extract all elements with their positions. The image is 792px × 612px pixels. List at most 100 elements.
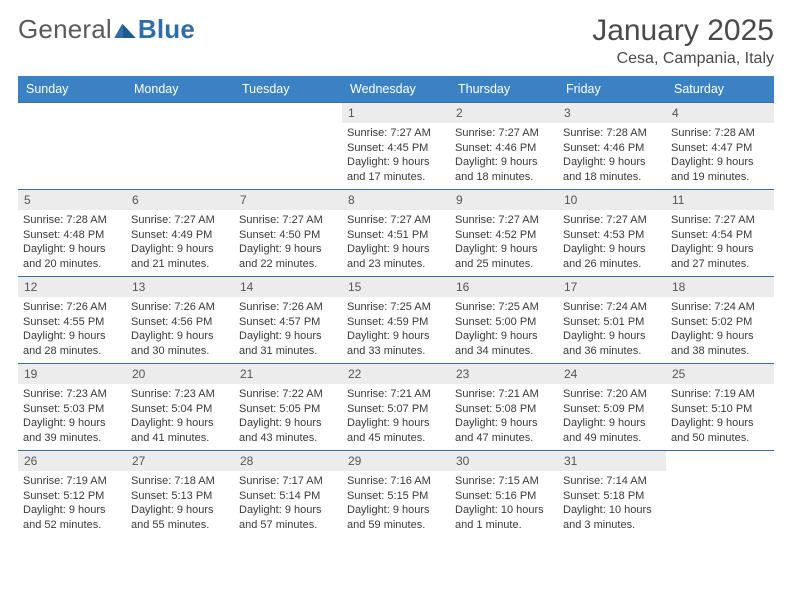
day-number: 18 — [666, 277, 774, 297]
daylight-line: Daylight: 9 hours and 45 minutes. — [347, 416, 445, 445]
daylight-line: Daylight: 9 hours and 25 minutes. — [455, 242, 553, 271]
sunrise-line: Sunrise: 7:19 AM — [23, 474, 121, 489]
sunrise-line: Sunrise: 7:24 AM — [563, 300, 661, 315]
day-details: Sunrise: 7:26 AMSunset: 4:57 PMDaylight:… — [234, 297, 342, 363]
sunset-line: Sunset: 5:03 PM — [23, 402, 121, 417]
day-number: 11 — [666, 190, 774, 210]
daylight-line: Daylight: 10 hours and 1 minute. — [455, 503, 553, 532]
sunrise-line: Sunrise: 7:25 AM — [455, 300, 553, 315]
daylight-line: Daylight: 10 hours and 3 minutes. — [563, 503, 661, 532]
sunrise-line: Sunrise: 7:21 AM — [347, 387, 445, 402]
weekday-thursday: Thursday — [450, 76, 558, 102]
day-number: 8 — [342, 190, 450, 210]
sunrise-line: Sunrise: 7:20 AM — [563, 387, 661, 402]
calendar-cell: 9Sunrise: 7:27 AMSunset: 4:52 PMDaylight… — [450, 189, 558, 276]
daylight-line: Daylight: 9 hours and 28 minutes. — [23, 329, 121, 358]
day-details: Sunrise: 7:17 AMSunset: 5:14 PMDaylight:… — [234, 471, 342, 537]
weekday-friday: Friday — [558, 76, 666, 102]
calendar-cell: 13Sunrise: 7:26 AMSunset: 4:56 PMDayligh… — [126, 276, 234, 363]
sunrise-line: Sunrise: 7:23 AM — [131, 387, 229, 402]
sunset-line: Sunset: 4:46 PM — [455, 141, 553, 156]
sunrise-line: Sunrise: 7:24 AM — [671, 300, 769, 315]
calendar-grid: ...1Sunrise: 7:27 AMSunset: 4:45 PMDayli… — [18, 102, 774, 537]
daylight-line: Daylight: 9 hours and 33 minutes. — [347, 329, 445, 358]
daylight-line: Daylight: 9 hours and 38 minutes. — [671, 329, 769, 358]
daylight-line: Daylight: 9 hours and 39 minutes. — [23, 416, 121, 445]
day-details: Sunrise: 7:24 AMSunset: 5:02 PMDaylight:… — [666, 297, 774, 363]
sunrise-line: Sunrise: 7:28 AM — [23, 213, 121, 228]
day-details: Sunrise: 7:28 AMSunset: 4:46 PMDaylight:… — [558, 123, 666, 189]
sunrise-line: Sunrise: 7:14 AM — [563, 474, 661, 489]
calendar-cell: 2Sunrise: 7:27 AMSunset: 4:46 PMDaylight… — [450, 102, 558, 189]
daylight-line: Daylight: 9 hours and 36 minutes. — [563, 329, 661, 358]
calendar-cell: . — [234, 102, 342, 189]
daylight-line: Daylight: 9 hours and 41 minutes. — [131, 416, 229, 445]
weekday-monday: Monday — [126, 76, 234, 102]
day-number: 10 — [558, 190, 666, 210]
sunset-line: Sunset: 4:49 PM — [131, 228, 229, 243]
day-details: Sunrise: 7:20 AMSunset: 5:09 PMDaylight:… — [558, 384, 666, 450]
calendar-cell: 1Sunrise: 7:27 AMSunset: 4:45 PMDaylight… — [342, 102, 450, 189]
calendar-cell: 16Sunrise: 7:25 AMSunset: 5:00 PMDayligh… — [450, 276, 558, 363]
calendar-cell: 20Sunrise: 7:23 AMSunset: 5:04 PMDayligh… — [126, 363, 234, 450]
daylight-line: Daylight: 9 hours and 59 minutes. — [347, 503, 445, 532]
day-details: Sunrise: 7:28 AMSunset: 4:48 PMDaylight:… — [18, 210, 126, 276]
calendar-cell: 25Sunrise: 7:19 AMSunset: 5:10 PMDayligh… — [666, 363, 774, 450]
sunset-line: Sunset: 4:56 PM — [131, 315, 229, 330]
calendar: SundayMondayTuesdayWednesdayThursdayFrid… — [18, 76, 774, 537]
daylight-line: Daylight: 9 hours and 18 minutes. — [455, 155, 553, 184]
weekday-header: SundayMondayTuesdayWednesdayThursdayFrid… — [18, 76, 774, 102]
sunset-line: Sunset: 5:08 PM — [455, 402, 553, 417]
sunrise-line: Sunrise: 7:27 AM — [455, 213, 553, 228]
day-details: Sunrise: 7:27 AMSunset: 4:54 PMDaylight:… — [666, 210, 774, 276]
day-number: 28 — [234, 451, 342, 471]
day-number: 21 — [234, 364, 342, 384]
calendar-cell: 26Sunrise: 7:19 AMSunset: 5:12 PMDayligh… — [18, 450, 126, 537]
calendar-cell: 22Sunrise: 7:21 AMSunset: 5:07 PMDayligh… — [342, 363, 450, 450]
weekday-tuesday: Tuesday — [234, 76, 342, 102]
day-number: 2 — [450, 103, 558, 123]
day-number: 3 — [558, 103, 666, 123]
day-number: 17 — [558, 277, 666, 297]
sunrise-line: Sunrise: 7:27 AM — [131, 213, 229, 228]
day-details: Sunrise: 7:21 AMSunset: 5:07 PMDaylight:… — [342, 384, 450, 450]
sunrise-line: Sunrise: 7:27 AM — [347, 213, 445, 228]
day-details: Sunrise: 7:25 AMSunset: 5:00 PMDaylight:… — [450, 297, 558, 363]
calendar-cell: 18Sunrise: 7:24 AMSunset: 5:02 PMDayligh… — [666, 276, 774, 363]
brand-part1: General — [18, 14, 112, 45]
day-number: 14 — [234, 277, 342, 297]
weekday-wednesday: Wednesday — [342, 76, 450, 102]
sunrise-line: Sunrise: 7:26 AM — [239, 300, 337, 315]
daylight-line: Daylight: 9 hours and 47 minutes. — [455, 416, 553, 445]
sunset-line: Sunset: 5:10 PM — [671, 402, 769, 417]
day-details: Sunrise: 7:26 AMSunset: 4:56 PMDaylight:… — [126, 297, 234, 363]
daylight-line: Daylight: 9 hours and 26 minutes. — [563, 242, 661, 271]
title-block: January 2025 Cesa, Campania, Italy — [592, 14, 774, 68]
daylight-line: Daylight: 9 hours and 34 minutes. — [455, 329, 553, 358]
brand-part2: Blue — [138, 14, 195, 45]
day-number: 16 — [450, 277, 558, 297]
day-details: Sunrise: 7:18 AMSunset: 5:13 PMDaylight:… — [126, 471, 234, 537]
calendar-cell: 12Sunrise: 7:26 AMSunset: 4:55 PMDayligh… — [18, 276, 126, 363]
sunset-line: Sunset: 5:12 PM — [23, 489, 121, 504]
calendar-cell: 19Sunrise: 7:23 AMSunset: 5:03 PMDayligh… — [18, 363, 126, 450]
calendar-cell: 17Sunrise: 7:24 AMSunset: 5:01 PMDayligh… — [558, 276, 666, 363]
day-number: 25 — [666, 364, 774, 384]
sunset-line: Sunset: 5:09 PM — [563, 402, 661, 417]
calendar-cell: 6Sunrise: 7:27 AMSunset: 4:49 PMDaylight… — [126, 189, 234, 276]
day-details: Sunrise: 7:19 AMSunset: 5:12 PMDaylight:… — [18, 471, 126, 537]
sunrise-line: Sunrise: 7:28 AM — [563, 126, 661, 141]
sunset-line: Sunset: 4:51 PM — [347, 228, 445, 243]
sunrise-line: Sunrise: 7:19 AM — [671, 387, 769, 402]
day-details: Sunrise: 7:27 AMSunset: 4:46 PMDaylight:… — [450, 123, 558, 189]
calendar-cell: 5Sunrise: 7:28 AMSunset: 4:48 PMDaylight… — [18, 189, 126, 276]
sunset-line: Sunset: 4:59 PM — [347, 315, 445, 330]
sunset-line: Sunset: 4:48 PM — [23, 228, 121, 243]
day-number: 6 — [126, 190, 234, 210]
day-number: 31 — [558, 451, 666, 471]
sunrise-line: Sunrise: 7:21 AM — [455, 387, 553, 402]
sunset-line: Sunset: 5:05 PM — [239, 402, 337, 417]
calendar-cell: 4Sunrise: 7:28 AMSunset: 4:47 PMDaylight… — [666, 102, 774, 189]
sunrise-line: Sunrise: 7:26 AM — [131, 300, 229, 315]
day-number: 12 — [18, 277, 126, 297]
